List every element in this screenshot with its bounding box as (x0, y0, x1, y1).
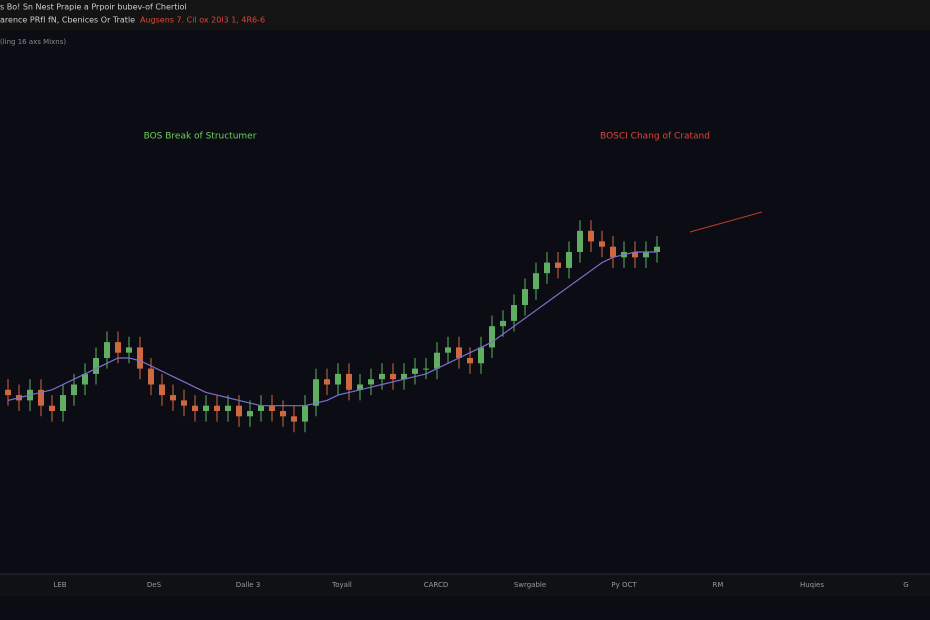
candle-body (643, 252, 649, 258)
candle-body (522, 289, 528, 305)
header-line: s Bo! Sn Nest Prapie a Prpoir bubev-of C… (0, 3, 187, 12)
candle-body (137, 347, 143, 369)
candle-body (478, 347, 484, 364)
x-tick-label: LEB (53, 581, 66, 589)
x-tick-label: RM (713, 581, 724, 589)
candle-body (38, 389, 44, 406)
candle-body (203, 405, 209, 411)
candle-body (126, 347, 132, 353)
candle-body (566, 252, 572, 268)
candle-body (467, 358, 473, 364)
candle-body (533, 273, 539, 290)
candle-body (93, 358, 99, 374)
candle-body (214, 405, 220, 411)
annotation: BOSCI Chang of Cratand (600, 132, 710, 142)
candle-body (390, 373, 396, 380)
x-tick-label: Swrgable (514, 581, 546, 589)
candle-body (346, 373, 352, 390)
header-line: arence PRfI fN, Cbenices Or Tratle (0, 16, 135, 25)
candle-body (610, 246, 616, 258)
header-bar (0, 0, 930, 30)
x-tick-label: Py OCT (611, 581, 637, 589)
candle-body (269, 405, 275, 411)
candle-body (181, 400, 187, 406)
x-tick-label: CARCD (424, 581, 448, 589)
candle-body (632, 252, 638, 258)
x-axis-bar (0, 574, 930, 596)
candle-body (313, 379, 319, 406)
candle-body (82, 373, 88, 385)
candle-body (192, 405, 198, 411)
x-tick-label: Toyall (331, 581, 352, 589)
candle-body (577, 230, 583, 252)
candle-body (71, 384, 77, 396)
trend-line (689, 211, 763, 233)
candle-body (434, 352, 440, 369)
candle-body (489, 326, 495, 348)
candle-body (148, 368, 154, 385)
candle-body (115, 342, 121, 353)
candle-body (555, 262, 561, 268)
candle-body (357, 384, 363, 390)
x-tick-label: G (903, 581, 908, 589)
candle-body (280, 411, 286, 417)
candle-body (500, 320, 506, 327)
candle-body (49, 405, 55, 411)
candle-body (60, 395, 66, 411)
candle-body (236, 405, 242, 417)
candle-body (544, 262, 550, 274)
candle-body (324, 379, 330, 385)
candle-body (511, 305, 517, 321)
x-tick-label: DeS (147, 581, 162, 589)
candle-body (401, 373, 407, 380)
x-tick-label: Huqies (800, 581, 824, 589)
candle-body (423, 368, 429, 370)
candle-body (599, 241, 605, 247)
candle-body (588, 230, 594, 242)
x-tick-label: Dalle 3 (236, 581, 261, 589)
candle-body (302, 405, 308, 422)
candle-body (291, 416, 297, 422)
candle-body (445, 347, 451, 353)
candle-body (368, 379, 374, 385)
candle-body (258, 405, 264, 411)
candle-body (412, 368, 418, 374)
candle-body (456, 347, 462, 358)
candle-body (104, 342, 110, 358)
candle-body (225, 405, 231, 411)
candle-body (170, 395, 176, 401)
moving-average (7, 251, 657, 407)
candle-body (159, 384, 165, 396)
candle-body (247, 411, 253, 417)
header-highlight: Augsens 7. Cil ox 20l3 1, 4R6-6 (140, 16, 265, 25)
annotation: BOS Break of Structumer (144, 132, 257, 142)
candle-body (379, 373, 385, 380)
candle-body (5, 389, 11, 396)
candle-body (654, 246, 660, 252)
candle-body (335, 373, 341, 385)
subtitle: (ling 16 axs Mixns) (0, 38, 66, 46)
